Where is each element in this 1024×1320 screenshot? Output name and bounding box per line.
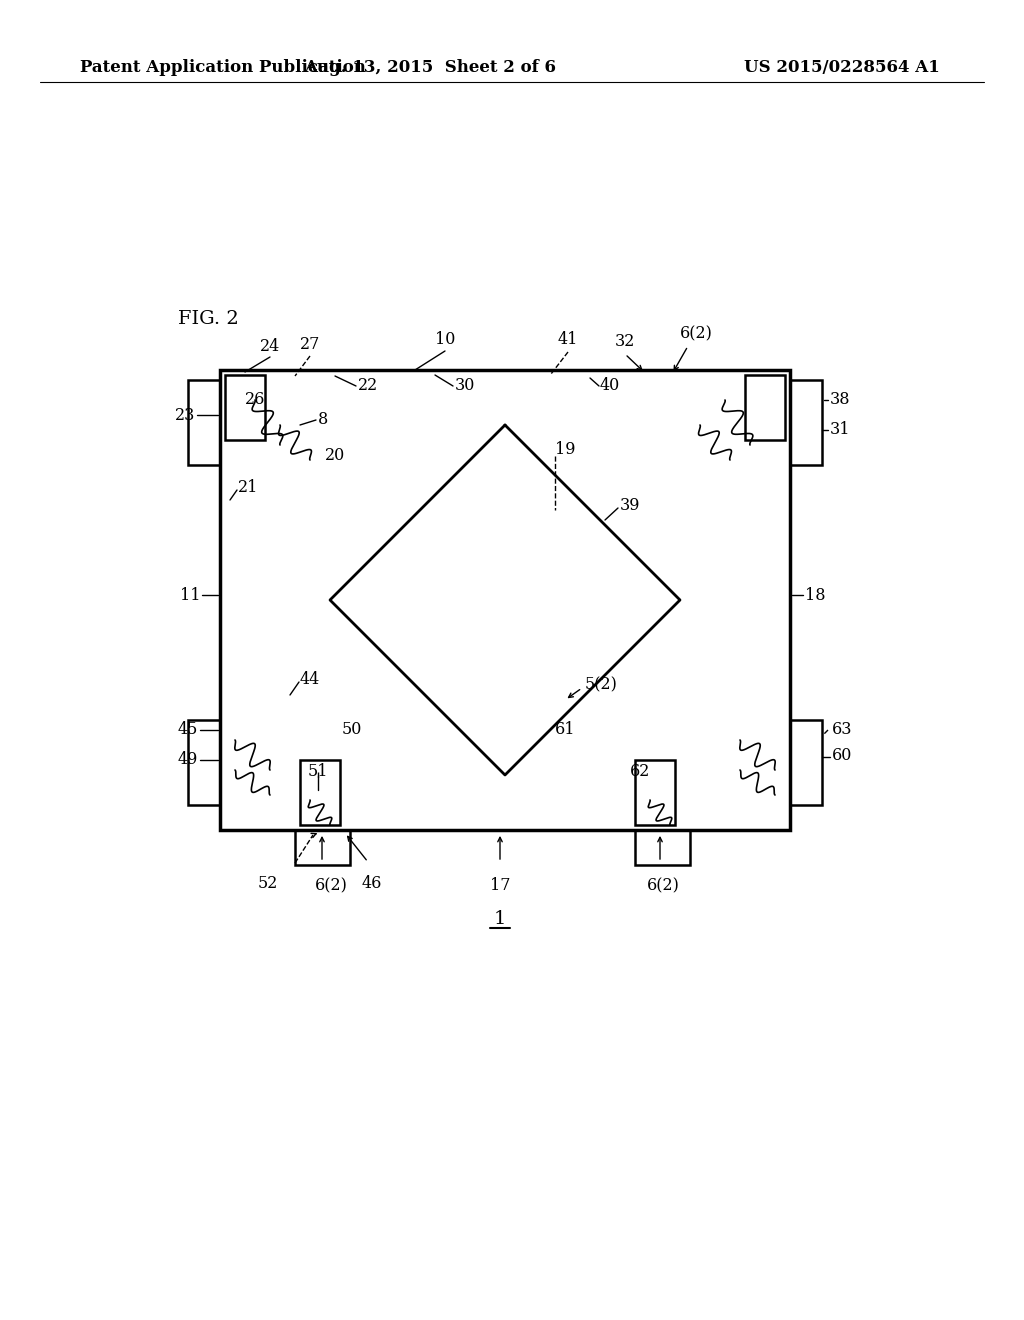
Text: 52: 52 [258,875,278,892]
Text: 8: 8 [318,412,329,429]
Bar [220,370,790,830]
Text: 49: 49 [177,751,198,768]
Text: Patent Application Publication: Patent Application Publication [80,59,366,77]
Text: 41: 41 [558,331,579,348]
Bar [635,830,690,865]
Text: 44: 44 [300,672,321,689]
Text: 63: 63 [831,722,853,738]
Bar [745,375,785,440]
Text: 45: 45 [177,722,198,738]
Bar [188,380,220,465]
Text: 18: 18 [805,586,825,603]
Text: 20: 20 [325,446,345,463]
Text: 62: 62 [630,763,650,780]
Text: 6(2): 6(2) [680,325,713,342]
Text: 50: 50 [342,722,362,738]
Text: 11: 11 [179,586,200,603]
Text: 30: 30 [455,376,475,393]
Text: 10: 10 [435,331,456,348]
Text: 6(2): 6(2) [646,876,680,894]
Text: 39: 39 [620,496,640,513]
Text: FIG. 2: FIG. 2 [178,310,239,327]
Bar [635,760,675,825]
Text: 1: 1 [494,909,506,928]
Text: US 2015/0228564 A1: US 2015/0228564 A1 [744,59,940,77]
Bar [300,760,340,825]
Text: Aug. 13, 2015  Sheet 2 of 6: Aug. 13, 2015 Sheet 2 of 6 [304,59,556,77]
Text: 32: 32 [614,333,635,350]
Text: 19: 19 [555,441,575,458]
Text: 24: 24 [260,338,281,355]
Text: 38: 38 [830,392,851,408]
Text: 51: 51 [308,763,329,780]
Text: 17: 17 [489,876,510,894]
Text: 27: 27 [300,337,321,352]
Bar [295,830,350,865]
Bar [790,380,822,465]
Text: 22: 22 [358,376,378,393]
Text: 46: 46 [361,875,382,892]
Bar [225,375,265,440]
Bar [188,719,220,805]
Text: 21: 21 [238,479,258,496]
Text: 31: 31 [830,421,851,438]
Text: 5(2): 5(2) [585,676,617,693]
Text: 40: 40 [600,376,621,393]
Text: 26: 26 [245,392,265,408]
Text: 6(2): 6(2) [315,876,348,894]
Text: 23: 23 [175,407,195,424]
Text: 61: 61 [555,722,575,738]
Bar [790,719,822,805]
Text: 60: 60 [831,747,852,763]
